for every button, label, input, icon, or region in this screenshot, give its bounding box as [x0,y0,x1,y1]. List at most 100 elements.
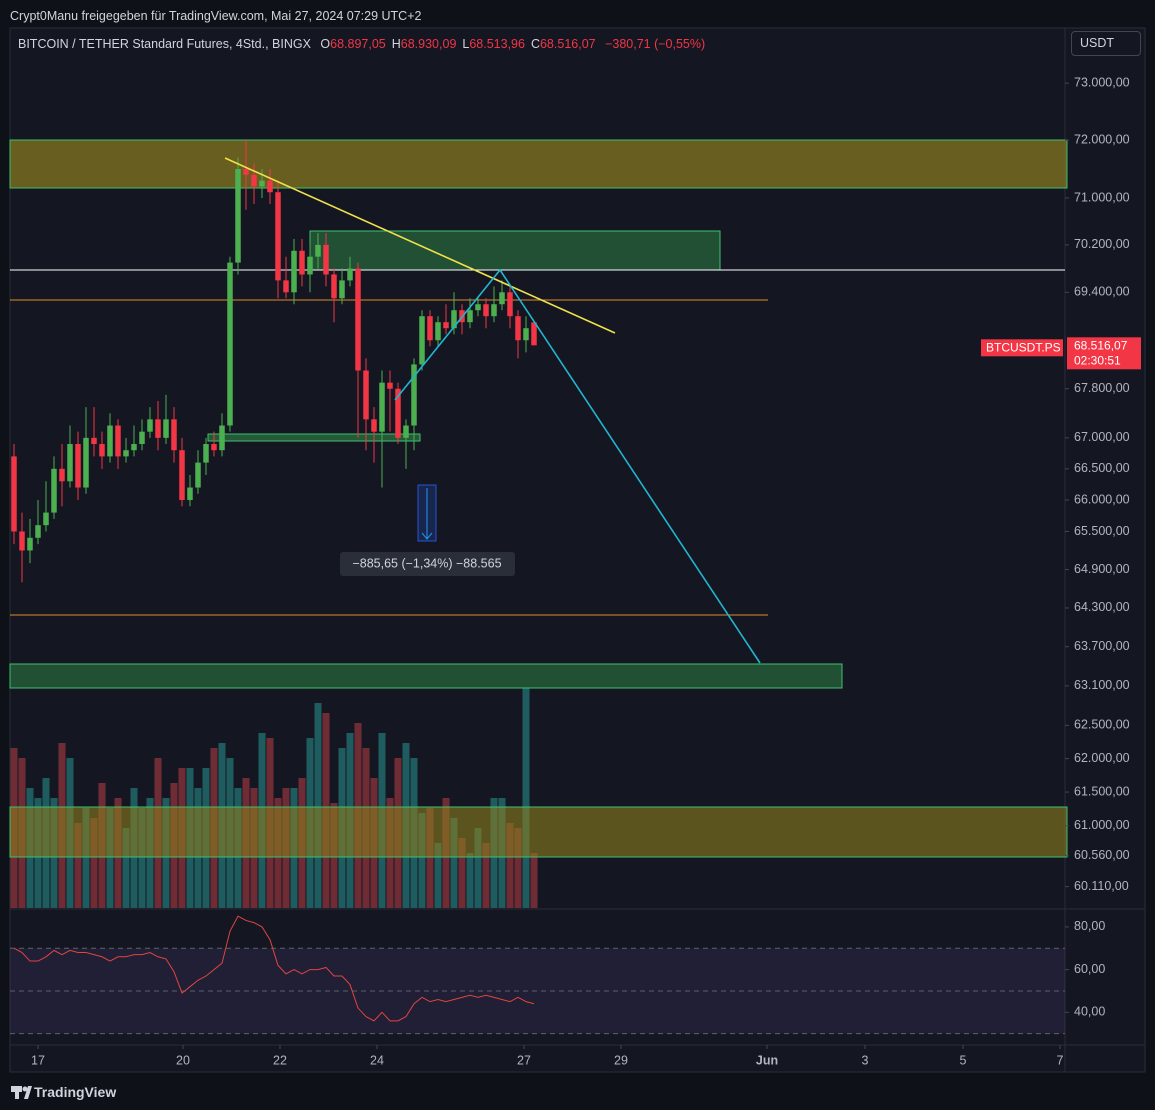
measure-arrow-head [421,532,433,540]
candle-body [435,322,441,341]
currency-button[interactable]: USDT [1071,31,1141,56]
y-tick-label: 65.500,00 [1074,524,1130,538]
price-change: −380,71 (−0,55%) [605,37,706,51]
y-tick-label: 66.500,00 [1074,461,1130,475]
candle-body [411,364,417,426]
rsi-band [10,948,1065,1034]
y-tick-label: 67.000,00 [1074,430,1130,444]
ohlc-key: C [530,37,540,51]
candle-body [507,292,513,317]
x-tick-label: 22 [273,1053,287,1067]
volume-bar [474,828,482,908]
volume-bar [90,818,98,908]
candle-body [379,382,385,432]
x-tick-label: Jun [756,1053,778,1067]
symbol-name: BITCOIN / TETHER Standard Futures, 4Std.… [18,37,311,51]
candle-body [395,388,401,438]
volume-bar [74,823,82,908]
volume-bar [466,853,474,908]
candle-body [523,328,529,341]
volume-bar [426,808,434,908]
candle-body [67,444,73,482]
volume-bar [418,813,426,908]
ohlc-values: O68.897,05 H68.930,09 L68.513,96 C68.516,07 [314,37,595,51]
volume-bar [106,808,114,908]
price-badge [1067,337,1141,370]
candle-body [227,262,233,426]
volume-bar [314,703,322,908]
volume-bar [530,853,538,908]
y-tick-label: 73.000,00 [1074,75,1130,89]
measure-label: −885,65 (−1,34%) −88.565 [352,556,501,570]
candle-body [299,250,305,275]
candle-body [307,256,313,275]
trend-line [224,157,616,334]
zone [207,433,421,442]
candle-body [475,304,481,311]
volume-bar [122,828,130,908]
candle-body [443,322,449,329]
x-tick-label: 29 [614,1053,628,1067]
x-tick-label: 17 [31,1053,45,1067]
x-tick-label: 5 [960,1053,967,1067]
candle-body [195,462,201,488]
candle-body [387,382,393,389]
y-tick-label: 69.400,00 [1074,285,1130,299]
candle-body [155,419,161,438]
candle-body [483,304,489,317]
y-tick-label: 62.000,00 [1074,751,1130,765]
candle-body [491,304,497,317]
price-badge-value: 68.516,07 [1074,338,1128,352]
y-tick-label: 67.800,00 [1074,381,1130,395]
candle-body [139,431,145,445]
candle-body [531,322,537,346]
candle-body [83,437,89,488]
candle-body [123,450,129,457]
volume-bar [450,818,458,908]
x-tick-label: 20 [176,1053,190,1067]
share-info: Crypt0Manu freigegeben für TradingView.c… [10,9,422,23]
x-tick-label: 7 [1057,1053,1064,1067]
candle-body [75,444,81,488]
candle-body [331,274,337,299]
volume-bar [514,828,522,908]
candle-body [59,468,65,482]
candle-body [179,450,185,501]
candle-body [187,487,193,501]
candle-body [147,419,153,432]
candle-body [27,537,33,551]
candle-body [243,169,249,175]
candle-body [219,425,225,451]
y-tick-label: 64.300,00 [1074,600,1130,614]
y-tick-label: 71.000,00 [1074,190,1130,204]
volume-bar [434,843,442,908]
y-tick-label: 60.110,00 [1074,879,1129,893]
candle-body [43,512,49,526]
candle-body [419,316,425,365]
candle-body [211,444,217,451]
candle-layer [11,140,537,583]
ohlc-key: O [320,37,331,51]
y-tick-label: 70.200,00 [1074,237,1130,251]
rsi-line [13,915,535,1022]
candle-body [251,174,257,187]
volume-bar [138,808,146,908]
y-tick-label: 61.500,00 [1074,784,1130,798]
candle-body [283,280,289,293]
candle-body [355,268,361,371]
projection-path [394,268,761,664]
volume-bar [522,688,530,908]
candle-body [451,310,457,329]
candle-body [235,169,241,263]
candle-body [115,425,121,457]
candle-body [259,180,265,187]
ohlc-value: 68.513,96 [469,37,525,51]
x-tick-label: 24 [370,1053,384,1067]
symbol-badge-text: BTCUSDT.PS [986,340,1061,354]
x-tick-label: 3 [862,1053,869,1067]
candle-body [403,425,409,438]
y-tick-label: 60,00 [1074,962,1105,976]
candle-body [339,280,345,299]
candle-body [363,370,369,420]
